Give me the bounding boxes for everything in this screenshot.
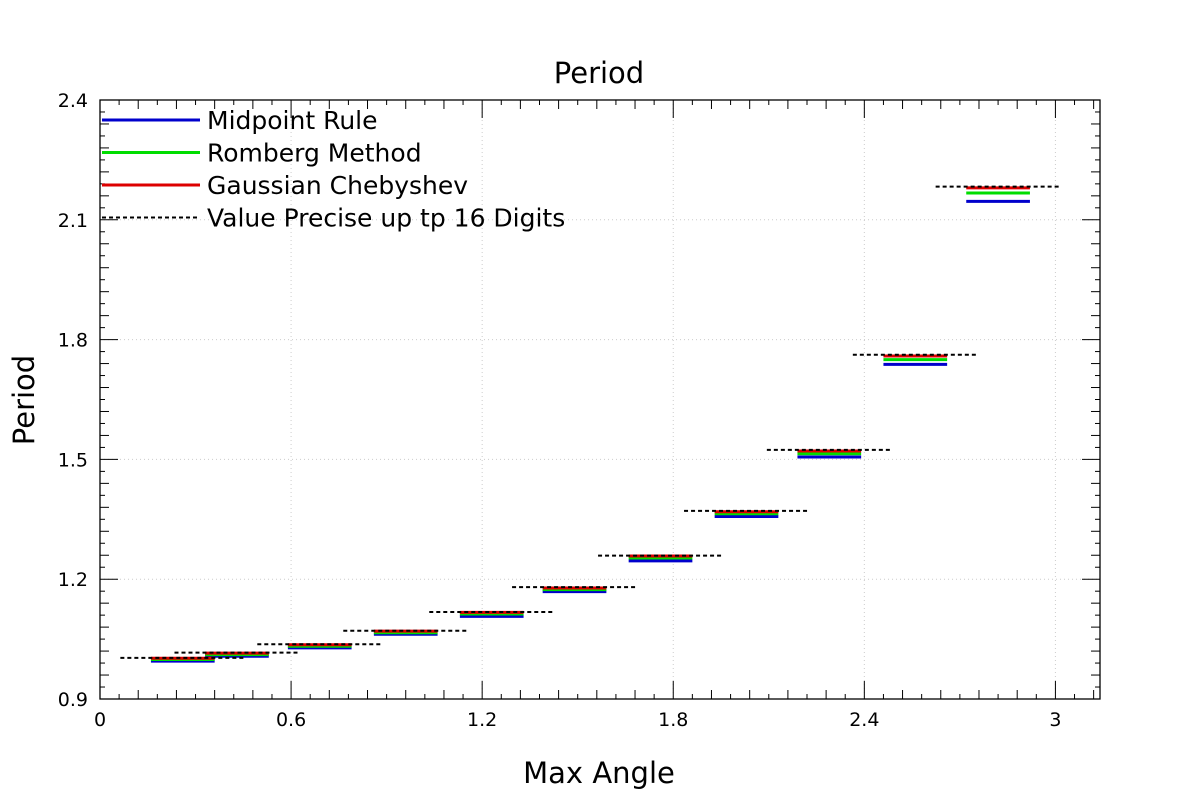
x-tick-label: 2.4	[849, 709, 879, 731]
axis-ticks: 0 0.6 1.2 1.8 2.4 3 0.9 1.2 1.5 1.8 2.1 2.4	[58, 90, 1100, 731]
x-tick-label: 0.6	[276, 709, 306, 731]
y-tick-label: 1.5	[58, 449, 88, 471]
x-tick-label: 1.8	[658, 709, 688, 731]
legend-label: Romberg Method	[207, 139, 422, 168]
chart-title: Period	[554, 56, 644, 90]
legend-label: Value Precise up tp 16 Digits	[207, 204, 565, 233]
legend-label: Midpoint Rule	[207, 106, 378, 135]
legend-label: Gaussian Chebyshev	[207, 171, 468, 200]
grid-layer	[100, 100, 1100, 699]
x-axis-title: Max Angle	[523, 756, 675, 790]
y-axis-title: Period	[7, 355, 41, 445]
data-marks	[120, 185, 1061, 663]
y-tick-label: 2.1	[58, 210, 88, 232]
y-tick-label: 1.2	[58, 569, 88, 591]
x-tick-label: 0	[94, 709, 106, 731]
x-tick-label: 1.2	[467, 709, 497, 731]
y-tick-label: 1.8	[58, 330, 88, 352]
legend: Midpoint Rule Romberg Method Gaussian Cheb…	[102, 106, 565, 233]
y-tick-label: 2.4	[58, 90, 88, 112]
y-tick-label: 0.9	[58, 689, 88, 711]
x-tick-label: 3	[1049, 709, 1061, 731]
